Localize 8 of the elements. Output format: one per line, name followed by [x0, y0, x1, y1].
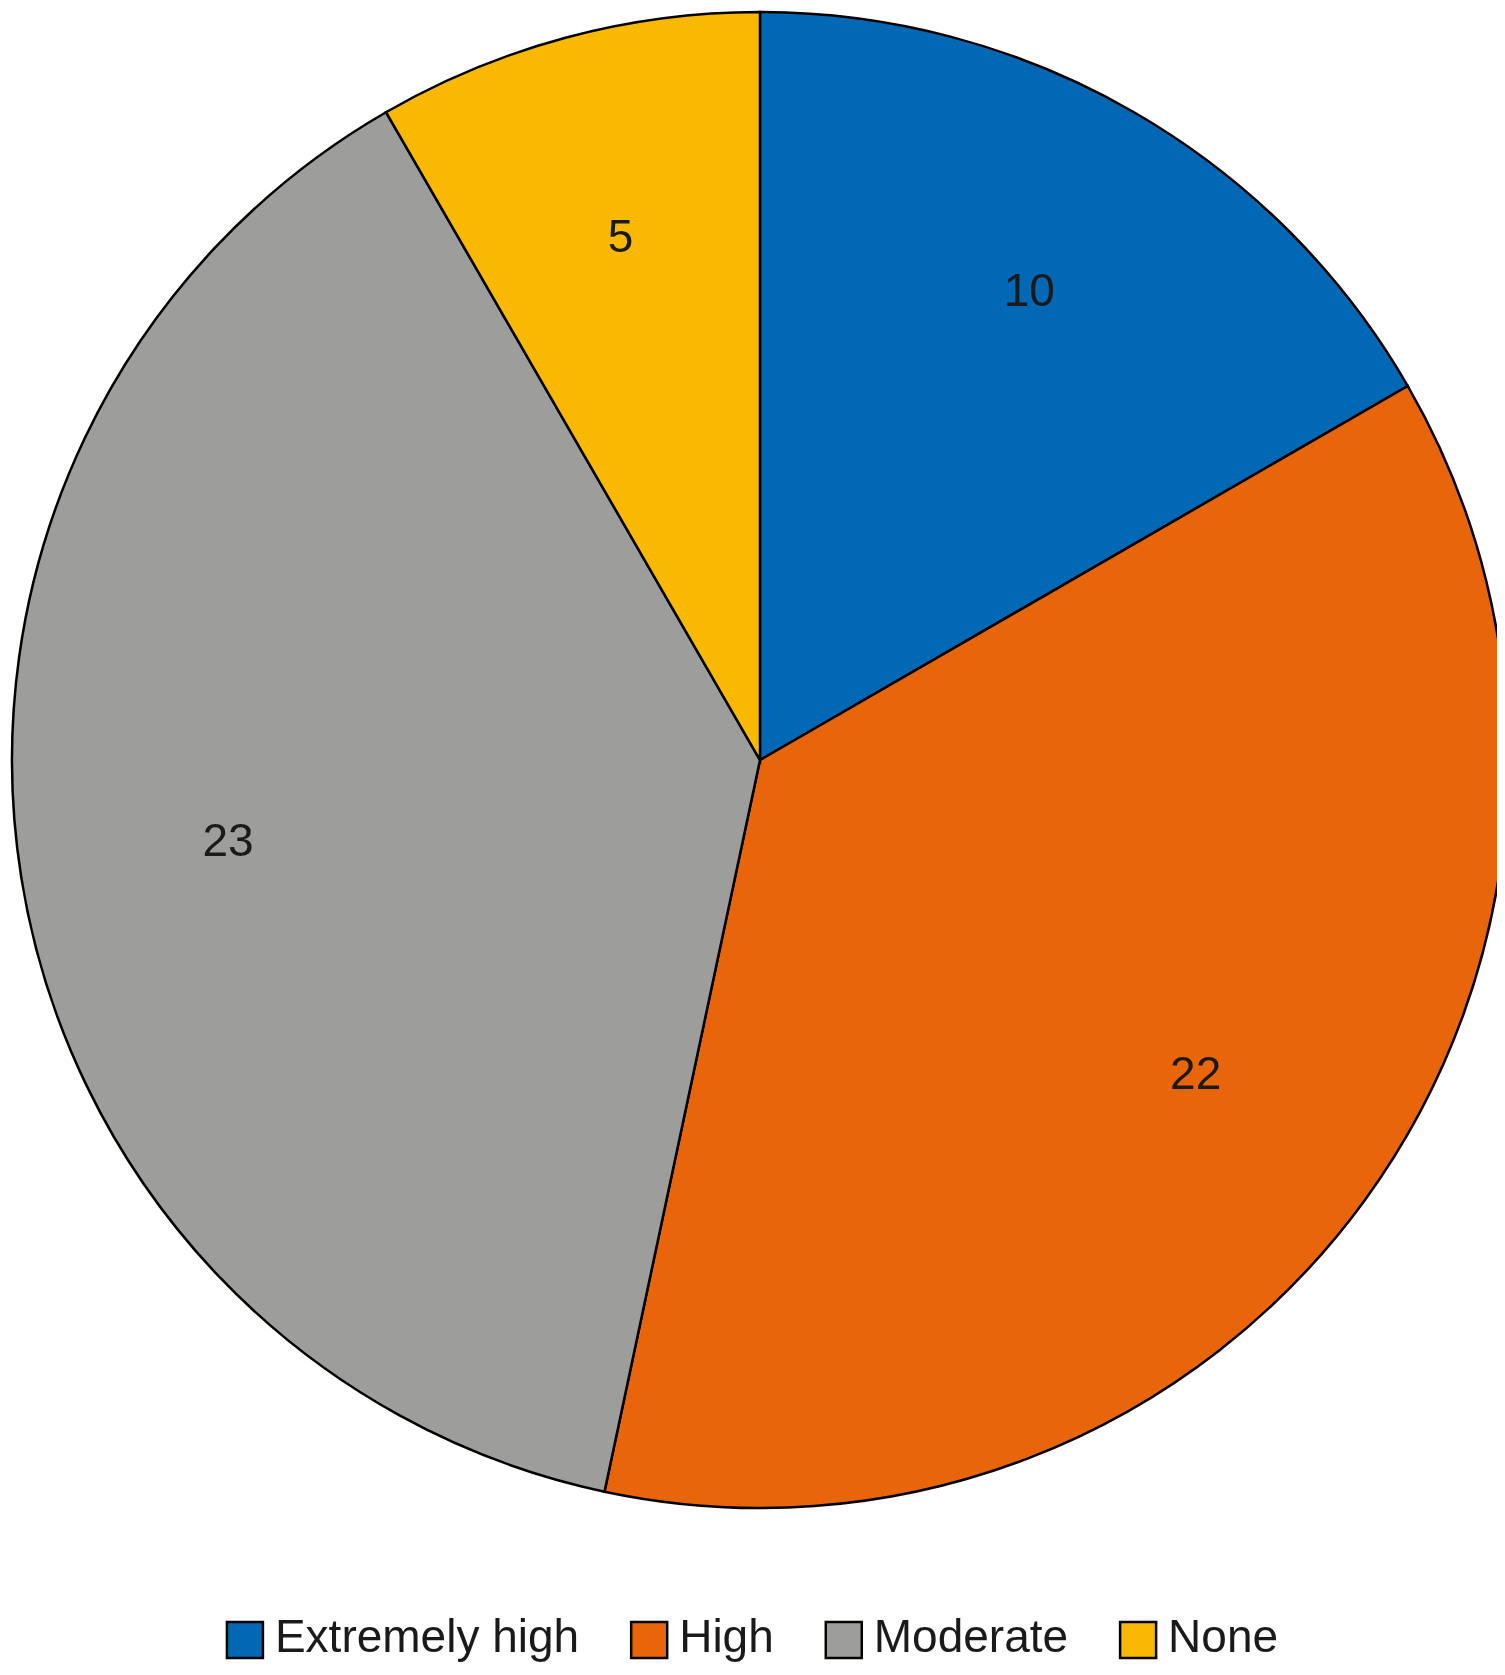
legend-label: None [1168, 1610, 1279, 1663]
data-label: 22 [1170, 1046, 1222, 1099]
data-label: 23 [202, 814, 254, 867]
legend-label: Moderate [873, 1610, 1069, 1663]
legend-label: High [679, 1610, 774, 1663]
legend-label: Extremely high [274, 1610, 580, 1663]
data-label: 10 [1003, 263, 1055, 316]
data-label: 5 [607, 209, 634, 262]
